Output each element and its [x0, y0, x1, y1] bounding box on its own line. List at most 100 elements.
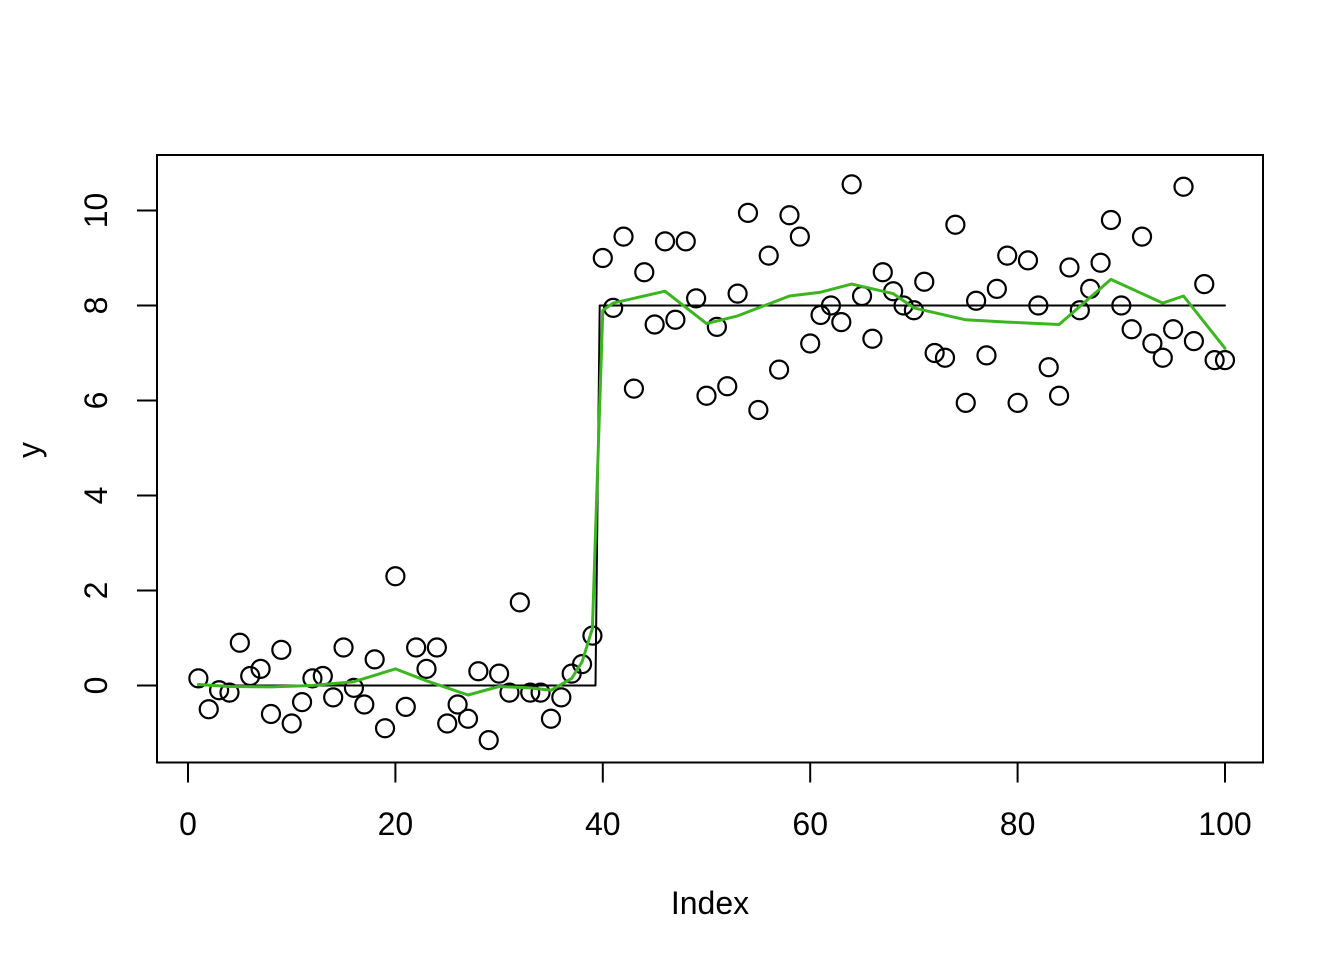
- data-point: [1007, 392, 1028, 413]
- data-point: [354, 694, 375, 715]
- data-point: [675, 231, 696, 252]
- data-point: [634, 262, 655, 283]
- data-point: [717, 376, 738, 397]
- data-point: [686, 288, 707, 309]
- x-tick-label: 60: [792, 806, 828, 842]
- data-point: [1152, 347, 1173, 368]
- data-point: [851, 285, 873, 307]
- data-point: [323, 687, 344, 708]
- data-point: [447, 694, 468, 715]
- y-axis: 0 2 4 6 8 10: [78, 193, 157, 695]
- data-point: [520, 682, 541, 703]
- data-point: [416, 658, 437, 679]
- data-point: [1069, 300, 1090, 321]
- data-point: [468, 661, 489, 682]
- data-point: [374, 718, 396, 739]
- data-point: [1131, 226, 1153, 247]
- data-point: [198, 699, 219, 720]
- data-point: [343, 677, 365, 698]
- data-point: [188, 668, 209, 689]
- data-point: [1080, 278, 1101, 299]
- data-point: [727, 283, 748, 304]
- y-tick-label: 8: [78, 297, 114, 315]
- true-step-function-line: [197, 304, 1226, 687]
- data-point: [592, 247, 613, 269]
- x-axis-title: Index: [670, 885, 750, 921]
- data-point: [654, 231, 676, 252]
- data-point: [1121, 319, 1142, 340]
- x-tick-label: 100: [1198, 806, 1251, 842]
- data-point: [789, 226, 810, 247]
- data-point: [489, 663, 510, 684]
- data-point: [1048, 385, 1070, 406]
- y-tick-label: 10: [78, 193, 114, 229]
- data-point: [291, 692, 313, 713]
- y-tick-label: 6: [78, 392, 114, 410]
- data-point: [1100, 209, 1122, 231]
- data-point: [986, 278, 1007, 299]
- data-point: [509, 592, 530, 613]
- data-point: [737, 202, 759, 223]
- data-point: [1194, 274, 1215, 295]
- x-tick-label: 80: [1000, 806, 1036, 842]
- data-point: [437, 713, 458, 734]
- data-point: [997, 245, 1018, 266]
- data-point: [1173, 176, 1194, 197]
- data-points: [188, 174, 1236, 751]
- y-tick-label: 0: [78, 677, 114, 695]
- data-point: [934, 347, 956, 368]
- data-point: [478, 730, 499, 751]
- data-point: [219, 682, 240, 703]
- data-point: [665, 309, 686, 330]
- data-point: [831, 312, 852, 333]
- smoothed-fit-line: [196, 277, 1227, 697]
- data-point: [696, 385, 717, 406]
- x-tick-label: 40: [585, 806, 621, 842]
- data-point: [385, 566, 406, 587]
- data-point: [955, 392, 976, 413]
- data-point: [945, 214, 966, 235]
- x-axis: 0 20 40 60 80 100: [179, 762, 1252, 842]
- data-point: [914, 271, 935, 292]
- data-point: [426, 637, 447, 658]
- data-point: [540, 708, 562, 729]
- data-point: [457, 708, 479, 729]
- data-point: [571, 654, 593, 675]
- data-point: [779, 205, 800, 226]
- y-tick-label: 2: [78, 582, 114, 600]
- data-point: [1038, 357, 1059, 378]
- data-point: [530, 682, 551, 703]
- data-point: [395, 696, 416, 717]
- data-point: [976, 345, 997, 366]
- data-point: [406, 637, 427, 658]
- data-point: [924, 342, 945, 364]
- data-point: [841, 174, 862, 195]
- data-point: [758, 245, 779, 266]
- data-point: [1142, 333, 1163, 354]
- data-point: [271, 639, 292, 660]
- plot-box: [156, 154, 1264, 764]
- data-point: [1214, 350, 1236, 371]
- data-point: [209, 680, 230, 701]
- data-point: [229, 632, 250, 653]
- data-point: [862, 328, 883, 349]
- data-point: [810, 304, 831, 326]
- data-point: [250, 658, 271, 679]
- data-point: [333, 637, 354, 658]
- data-point: [768, 359, 790, 380]
- data-point: [748, 399, 769, 421]
- x-tick-label: 0: [179, 806, 197, 842]
- data-point: [312, 665, 333, 687]
- data-point: [644, 314, 665, 335]
- data-point: [966, 290, 987, 311]
- data-point: [302, 668, 323, 689]
- data-point: [613, 226, 634, 247]
- y-axis-title-wrap: y: [11, 158, 47, 758]
- data-point: [551, 687, 572, 708]
- x-tick-label: 20: [378, 806, 414, 842]
- data-point: [281, 713, 302, 734]
- data-point: [364, 649, 385, 670]
- data-point: [260, 703, 282, 725]
